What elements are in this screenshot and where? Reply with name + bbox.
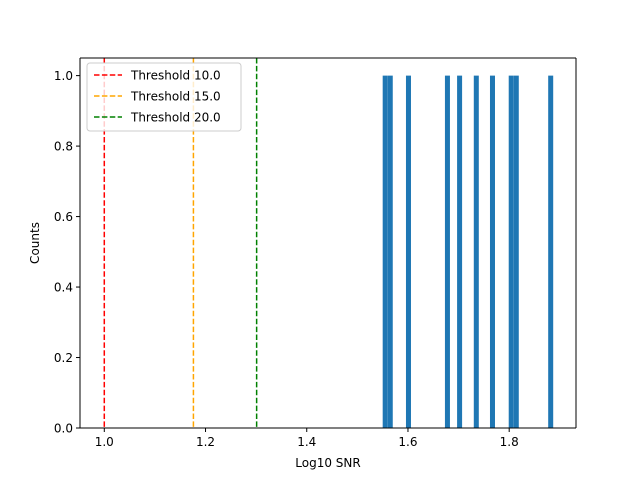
x-axis-ticks: 1.0 1.2 1.4 1.6 1.8: [95, 428, 519, 449]
axes-frame: [79, 57, 577, 429]
y-tick-label: 0.2: [54, 351, 73, 365]
histogram-bar: [489, 75, 495, 429]
y-axis-ticks: 0.0 0.2 0.4 0.6 0.8 1.0: [54, 69, 80, 436]
histogram-bar: [508, 75, 514, 429]
bars-group: [382, 75, 554, 429]
histogram-bar: [513, 75, 519, 429]
x-tick-label: 1.4: [297, 435, 316, 449]
y-tick-label: 0.0: [54, 422, 73, 436]
x-axis-label: Log10 SNR: [295, 456, 360, 470]
y-tick-label: 0.6: [54, 210, 73, 224]
histogram-bar: [444, 75, 450, 429]
y-axis-label: Counts: [28, 222, 42, 264]
y-tick-label: 0.8: [54, 140, 73, 154]
y-tick-label: 0.4: [54, 281, 73, 295]
y-tick-label: 1.0: [54, 69, 73, 83]
legend-label: Threshold 20.0: [130, 111, 221, 125]
legend-label: Threshold 15.0: [130, 90, 221, 104]
legend-label: Threshold 10.0: [130, 69, 221, 83]
histogram-bar: [387, 75, 393, 429]
histogram-bar: [382, 75, 388, 429]
x-tick-label: 1.2: [196, 435, 215, 449]
x-tick-label: 1.6: [398, 435, 417, 449]
x-tick-label: 1.0: [95, 435, 114, 449]
histogram-bar: [548, 75, 554, 429]
legend: Threshold 10.0 Threshold 15.0 Threshold 20…: [86, 62, 242, 132]
threshold-lines-group: [103, 58, 258, 428]
histogram-bar: [405, 75, 411, 429]
histogram-bar: [473, 75, 479, 429]
x-tick-label: 1.8: [500, 435, 519, 449]
histogram-bar: [457, 75, 463, 429]
legend-box: [86, 62, 242, 132]
